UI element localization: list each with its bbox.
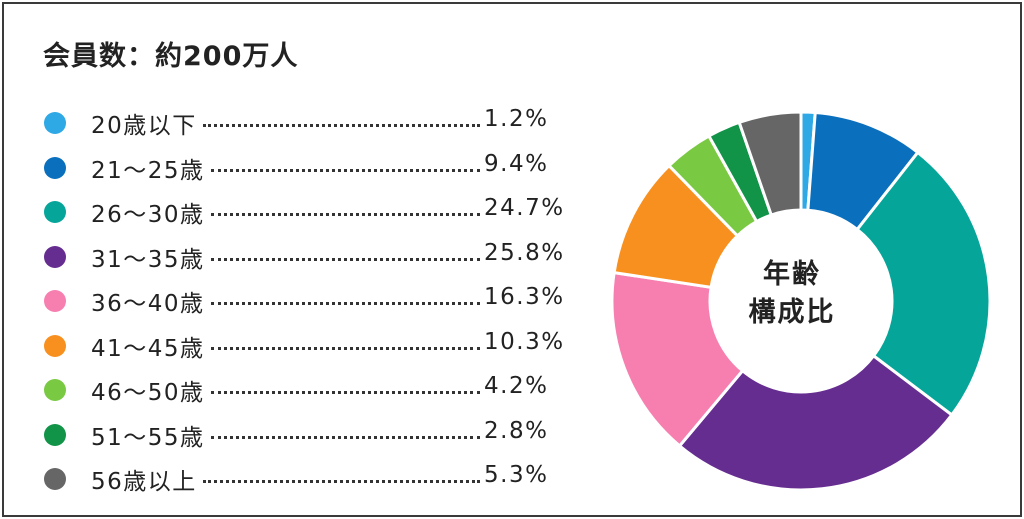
legend-value: 16.3% (484, 284, 565, 310)
leader-dots (211, 346, 480, 350)
center-label-line2: 構成比 (748, 297, 836, 328)
legend-label: 41～45歳 (91, 335, 205, 362)
legend-value: 4.2% (484, 373, 549, 399)
legend-label: 36～40歳 (91, 291, 205, 317)
legend-value: 2.8% (484, 417, 549, 444)
legend-item: 21～25歳 9.4% (44, 149, 584, 185)
legend-swatch (44, 112, 66, 134)
legend-label: 46～50歳 (91, 380, 205, 406)
legend-value: 1.2% (484, 106, 549, 132)
leader-dots (211, 391, 480, 394)
leader-dots (211, 257, 480, 261)
leader-dots (203, 124, 480, 127)
leader-dots (211, 302, 480, 305)
legend-value: 10.3% (484, 328, 565, 355)
legend-label: 21～25歳 (91, 157, 205, 184)
legend-swatch (44, 468, 66, 490)
donut-chart (610, 110, 992, 492)
legend-item: 51～55歳 2.8% (44, 416, 584, 452)
legend-label: 26～30歳 (91, 202, 205, 228)
center-label-line1: 年齢 (763, 259, 821, 290)
legend-item: 20歳以下 1.2% (44, 104, 584, 140)
legend-item: 41～45歳 10.3% (44, 327, 584, 363)
pie-slice (677, 353, 954, 492)
legend-label: 20歳以下 (91, 113, 197, 139)
donut-center-label: 年齢 構成比 (737, 256, 847, 332)
legend-item: 31～35歳 25.8% (44, 238, 584, 274)
legend-swatch (44, 379, 66, 401)
legend-value: 24.7% (484, 195, 565, 221)
legend-swatch (44, 334, 66, 357)
legend-swatch (44, 156, 66, 179)
pie-slice (855, 150, 992, 418)
leader-dots (211, 435, 480, 439)
legend-swatch (44, 201, 66, 223)
legend-label: 56歳以上 (91, 469, 197, 495)
legend-item: 26～30歳 24.7% (44, 193, 584, 229)
legend-swatch (44, 245, 66, 268)
chart-title: 会員数：約200万人 (43, 41, 299, 72)
legend-swatch (44, 290, 66, 312)
legend-swatch (44, 423, 66, 446)
leader-dots (203, 480, 480, 483)
legend-item: 46～50歳 4.2% (44, 371, 584, 407)
leader-dots (211, 168, 480, 172)
leader-dots (211, 213, 480, 216)
legend-label: 51～55歳 (91, 424, 205, 451)
pie-slice (737, 110, 803, 217)
legend-value: 5.3% (484, 462, 549, 488)
legend-value: 25.8% (484, 239, 565, 266)
pie-slice (610, 270, 745, 448)
legend-item: 56歳以上 5.3% (44, 460, 584, 496)
legend-item: 36～40歳 16.3% (44, 282, 584, 318)
legend-label: 31～35歳 (91, 246, 205, 273)
legend-value: 9.4% (484, 150, 549, 177)
